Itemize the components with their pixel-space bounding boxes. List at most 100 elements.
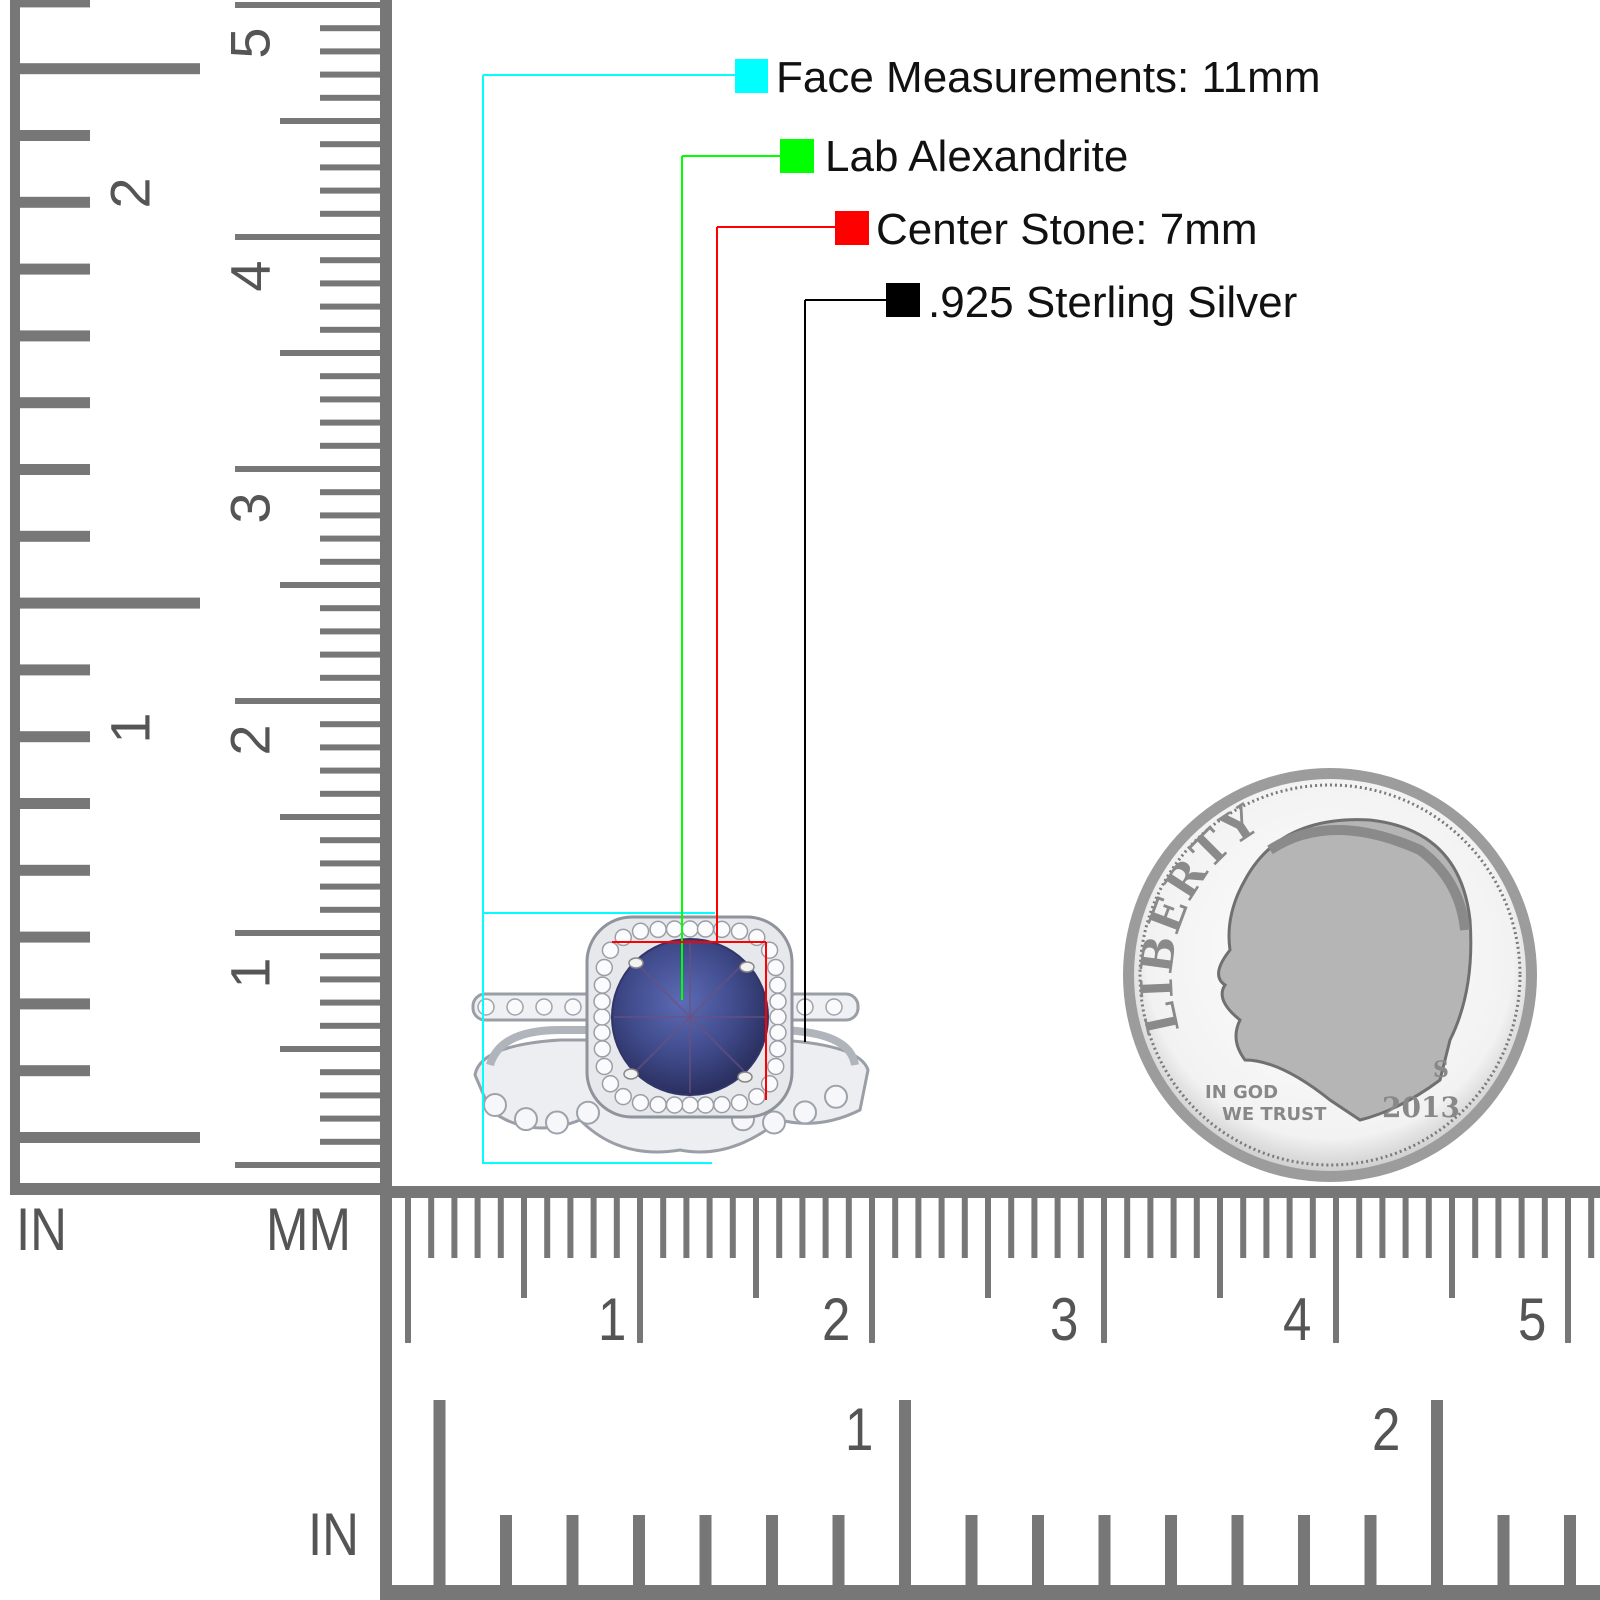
left-cm-number-5: 5 (218, 27, 282, 59)
mm-tick (845, 1198, 852, 1258)
portrait-hair (1267, 825, 1470, 931)
mm-tick (320, 953, 380, 960)
mm-tick (1008, 1198, 1015, 1258)
bottom-cm-number-5: 5 (1518, 1286, 1547, 1353)
bottom-cm-number-2: 2 (822, 1286, 851, 1353)
halo-diamond (595, 1057, 614, 1076)
inch-tick (1032, 1515, 1044, 1585)
mm-tick (1588, 1198, 1595, 1258)
left-ruler-edge (380, 0, 392, 1195)
legend-center-stone: Center Stone: 7mm (876, 205, 1258, 254)
mm-tick (1356, 1198, 1363, 1258)
mm-tick (822, 1198, 829, 1258)
prong (623, 1068, 639, 1080)
legend-lab-alexandrite: Lab Alexandrite (825, 132, 1129, 181)
mm-tick (320, 628, 380, 635)
mm-tick (320, 512, 380, 519)
inch-tick (766, 1515, 778, 1585)
mm-tick (320, 767, 380, 774)
halo-diamond (681, 1096, 699, 1114)
mm-tick (320, 210, 380, 217)
mm-tick (320, 906, 380, 913)
inch-tick (20, 998, 90, 1010)
mm-tick (235, 234, 380, 240)
mm-tick (280, 582, 380, 588)
mm-tick (320, 396, 380, 403)
halo-diamond (593, 976, 612, 994)
mm-tick (320, 25, 380, 32)
halo-diamond (649, 1095, 667, 1114)
mm-tick (660, 1198, 667, 1258)
mm-tick (938, 1198, 945, 1258)
mm-tick (637, 1198, 643, 1343)
inch-tick (500, 1515, 512, 1585)
inch-tick (1497, 1515, 1510, 1585)
alexandrite-legend-swatch (780, 139, 814, 173)
band-diamond (824, 1084, 848, 1109)
inch-tick (965, 1515, 978, 1585)
halo-diamond (748, 928, 766, 947)
mm-tick (280, 1046, 380, 1052)
mm-tick (544, 1198, 551, 1258)
center-stone-legend-swatch (835, 211, 869, 245)
mm-tick (280, 814, 380, 820)
silver-legend-swatch (886, 283, 920, 317)
mm-tick (1425, 1198, 1432, 1258)
inch-tick (699, 1515, 712, 1585)
mm-tick (1495, 1198, 1502, 1258)
mm-tick (320, 999, 380, 1006)
shank-diamond (564, 998, 582, 1016)
band-diamond (762, 1110, 786, 1135)
halo-diamond (665, 1096, 684, 1114)
mm-tick (1193, 1198, 1200, 1258)
mm-tick (320, 1092, 380, 1099)
mm-tick (474, 1198, 481, 1258)
mm-tick (497, 1198, 504, 1258)
bottom-inch-number-2: 2 (1372, 1396, 1401, 1463)
mm-tick (280, 118, 380, 124)
coin-year: 2013 (1382, 1091, 1460, 1124)
left-mm-unit-label: MM (266, 1196, 351, 1263)
inch-tick (20, 0, 90, 8)
halo-diamond (696, 1096, 715, 1114)
halo-diamond (766, 1057, 785, 1076)
inch-tick (20, 664, 90, 676)
legend-face-measurements: Face Measurements: 11mm (776, 53, 1321, 102)
left-ruler (10, 0, 392, 1195)
mm-tick (1031, 1198, 1038, 1258)
bottom-cm-number-1: 1 (598, 1286, 627, 1353)
mm-tick (320, 674, 380, 681)
mm-tick (892, 1198, 899, 1258)
inch-tick (832, 1515, 845, 1585)
coin-motto-line1: IN GOD (1205, 1082, 1278, 1103)
mm-tick (320, 721, 380, 728)
mm-tick (320, 1115, 380, 1122)
halo-diamond (593, 992, 611, 1011)
mm-tick (776, 1198, 783, 1258)
mm-tick (915, 1198, 922, 1258)
stone-facet (635, 962, 691, 1018)
mm-tick (320, 187, 380, 194)
mm-tick (320, 883, 380, 890)
halo-diamond (766, 958, 785, 977)
mm-tick (451, 1198, 458, 1258)
mm-tick (428, 1198, 435, 1258)
mm-tick (320, 605, 380, 612)
mm-tick (320, 1069, 380, 1076)
halo-diamond (768, 976, 787, 994)
mm-tick (235, 2, 380, 8)
mm-tick (235, 698, 380, 704)
inch-tick (1298, 1515, 1310, 1585)
mm-tick (706, 1198, 713, 1258)
inch-tick (20, 864, 90, 876)
mm-tick (1240, 1198, 1247, 1258)
halo-diamond (681, 920, 699, 938)
mm-tick (1309, 1198, 1316, 1258)
mm-tick (320, 535, 380, 542)
stone-facet (689, 962, 745, 1018)
coin-motto-line2: WE TRUST (1222, 1104, 1327, 1125)
prong (628, 957, 644, 969)
inch-tick (1098, 1515, 1111, 1585)
halo-diamond (649, 920, 667, 939)
